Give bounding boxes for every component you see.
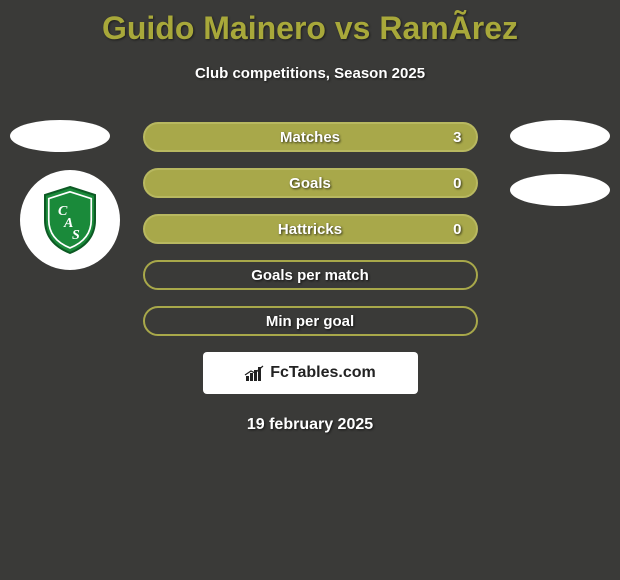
stat-row: Min per goal — [143, 306, 478, 336]
left-avatar-placeholder — [10, 120, 110, 152]
stats-list: Matches 3 Goals 0 Hattricks 0 Goals per match M… — [143, 122, 478, 336]
bar-chart-icon — [244, 364, 266, 382]
stat-value: 3 — [453, 129, 461, 146]
branding-text: FcTables.com — [270, 364, 376, 382]
right-avatar-placeholder-2 — [510, 174, 610, 206]
stat-label: Goals — [289, 175, 331, 192]
right-avatar-placeholder-1 — [510, 120, 610, 152]
subtitle: Club competitions, Season 2025 — [0, 65, 620, 82]
stat-row: Hattricks 0 — [143, 214, 478, 244]
branding-banner: FcTables.com — [203, 352, 418, 394]
svg-text:S: S — [72, 228, 80, 243]
stat-label: Goals per match — [251, 267, 369, 284]
stat-row: Goals 0 — [143, 168, 478, 198]
club-badge: C A S — [20, 170, 120, 270]
club-shield-icon: C A S — [40, 185, 100, 255]
date-label: 19 february 2025 — [0, 416, 620, 434]
stat-label: Matches — [280, 129, 340, 146]
stat-label: Min per goal — [266, 313, 354, 330]
stat-value: 0 — [453, 221, 461, 238]
stat-row: Goals per match — [143, 260, 478, 290]
stat-row: Matches 3 — [143, 122, 478, 152]
page-title: Guido Mainero vs RamÃ­rez — [0, 0, 620, 47]
stat-value: 0 — [453, 175, 461, 192]
stat-label: Hattricks — [278, 221, 342, 238]
